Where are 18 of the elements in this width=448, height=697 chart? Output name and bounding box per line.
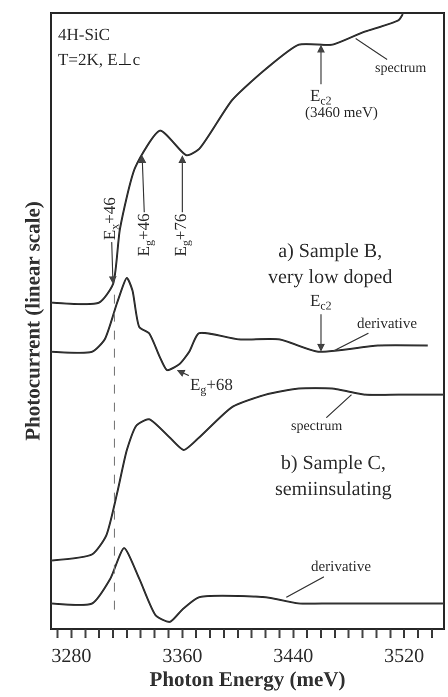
annotation: derivative (357, 316, 418, 332)
annotation: b) Sample C, semiinsulating (275, 452, 392, 500)
annotation: spectrum (375, 61, 426, 76)
annotation: T=2K, E⊥c (58, 50, 141, 69)
x-tick-label: 3280 (51, 645, 92, 667)
annotation: spectrum (291, 419, 342, 434)
y-axis-title: Photocurrent (linear scale) (20, 201, 45, 441)
x-tick-label: 3520 (384, 645, 424, 667)
annotation: derivative (311, 559, 372, 575)
x-axis-title: Photon Energy (meV) (150, 667, 346, 691)
x-tick-label: 3360 (162, 645, 202, 667)
x-tick-label: 3440 (273, 645, 314, 667)
annotation: E$_{c2}$ (310, 291, 332, 313)
annotation: a) Sample B, very low doped (268, 240, 392, 288)
annotation: (3460 meV) (305, 105, 378, 121)
annotation: 4H-SiC (58, 25, 110, 44)
annotation: E$_{g}$+68 (190, 375, 233, 397)
annotation: E$_{c2}$ (310, 86, 332, 108)
